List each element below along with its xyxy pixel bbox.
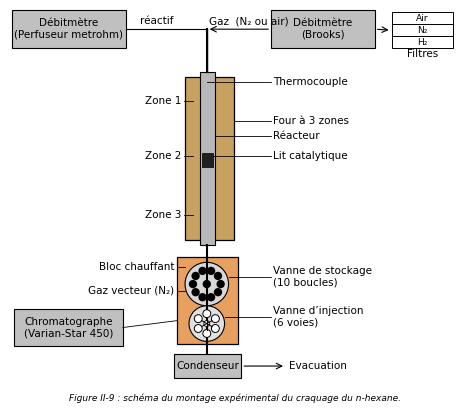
Bar: [392, 36, 453, 48]
Circle shape: [192, 289, 199, 295]
Circle shape: [212, 315, 219, 322]
Text: Condenseur: Condenseur: [176, 361, 239, 371]
Bar: [271, 10, 375, 48]
Text: Air: Air: [416, 14, 428, 23]
Text: Débitmètre
(Brooks): Débitmètre (Brooks): [293, 18, 352, 40]
Circle shape: [208, 294, 214, 301]
Text: H₂: H₂: [417, 37, 427, 46]
Circle shape: [203, 330, 211, 337]
Text: Lit catalytique: Lit catalytique: [273, 151, 348, 161]
Text: Bloc chauffant: Bloc chauffant: [99, 262, 174, 272]
Circle shape: [199, 267, 206, 274]
Circle shape: [185, 262, 228, 306]
Bar: [185, 77, 234, 239]
Text: Gaz vecteur (N₂): Gaz vecteur (N₂): [88, 286, 174, 296]
Circle shape: [203, 310, 211, 317]
Circle shape: [194, 325, 202, 332]
Bar: [392, 24, 453, 36]
Circle shape: [199, 294, 206, 301]
Circle shape: [217, 281, 224, 288]
Bar: [200, 72, 215, 244]
Circle shape: [189, 306, 225, 342]
Text: Thermocouple: Thermocouple: [273, 76, 348, 87]
Text: Vanne d’injection
(6 voies): Vanne d’injection (6 voies): [273, 306, 364, 327]
Circle shape: [204, 321, 210, 327]
Circle shape: [208, 267, 214, 274]
Circle shape: [190, 281, 197, 288]
Text: Réacteur: Réacteur: [273, 131, 320, 141]
Text: Zone 2: Zone 2: [145, 151, 181, 161]
Bar: [12, 10, 126, 48]
Circle shape: [192, 273, 199, 279]
Text: Evacuation: Evacuation: [289, 361, 347, 371]
Text: Gaz  (N₂ ou air): Gaz (N₂ ou air): [209, 16, 289, 26]
Bar: [177, 257, 238, 344]
Bar: [202, 153, 213, 168]
Text: réactif: réactif: [139, 16, 173, 26]
Text: Filtres: Filtres: [407, 49, 438, 59]
Circle shape: [194, 315, 202, 322]
Circle shape: [203, 281, 210, 288]
Text: Chromatographe
(Varian-Star 450): Chromatographe (Varian-Star 450): [24, 317, 113, 338]
Text: Zone 1: Zone 1: [145, 96, 181, 106]
Text: Débitmètre
(Perfuseur metrohm): Débitmètre (Perfuseur metrohm): [15, 18, 124, 40]
Circle shape: [212, 325, 219, 332]
Bar: [174, 354, 241, 378]
Text: Zone 3: Zone 3: [145, 210, 181, 220]
Text: Figure II-9 : schéma du montage expérimental du craquage du n-hexane.: Figure II-9 : schéma du montage expérime…: [69, 393, 402, 403]
Circle shape: [214, 289, 221, 295]
Bar: [14, 309, 123, 346]
Text: N₂: N₂: [417, 26, 427, 35]
Text: Vanne de stockage
(10 boucles): Vanne de stockage (10 boucles): [273, 266, 372, 288]
Text: Four à 3 zones: Four à 3 zones: [273, 116, 349, 126]
Bar: [392, 12, 453, 24]
Circle shape: [214, 273, 221, 279]
